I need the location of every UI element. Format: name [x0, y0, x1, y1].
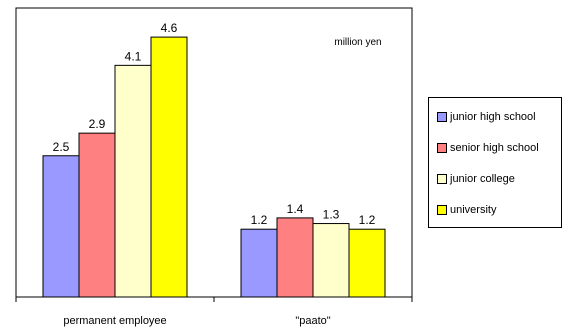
category-label: permanent employee: [63, 315, 166, 327]
data-label: 1.4: [287, 202, 304, 216]
data-label: 1.2: [251, 213, 268, 227]
legend-item: university: [437, 203, 496, 217]
bar: [276, 217, 314, 298]
data-label: 2.9: [89, 117, 106, 131]
bar: [150, 36, 188, 298]
data-label: 4.1: [125, 49, 142, 63]
legend-item: senior high school: [437, 141, 539, 155]
legend: junior high school senior high school juni…: [428, 97, 562, 228]
category-label: "paato": [295, 315, 330, 327]
bar: [240, 228, 278, 298]
legend-item: junior college: [437, 172, 515, 186]
legend-swatch: [437, 205, 447, 215]
bar: [78, 132, 116, 298]
data-label: 2.5: [53, 140, 70, 154]
legend-swatch: [437, 112, 447, 122]
legend-item: junior high school: [437, 110, 536, 124]
legend-swatch: [437, 143, 447, 153]
units-annotation: million yen: [334, 37, 381, 48]
legend-swatch: [437, 174, 447, 184]
data-label: 1.3: [323, 208, 340, 222]
legend-label: senior high school: [450, 142, 539, 154]
legend-label: junior high school: [450, 111, 536, 123]
bar: [42, 155, 80, 298]
data-label: 1.2: [359, 213, 376, 227]
legend-label: university: [450, 204, 497, 216]
bar: [348, 228, 386, 298]
bar: [312, 223, 350, 298]
data-label: 4.6: [161, 21, 178, 35]
legend-label: junior college: [450, 173, 515, 185]
bar: [114, 64, 152, 298]
